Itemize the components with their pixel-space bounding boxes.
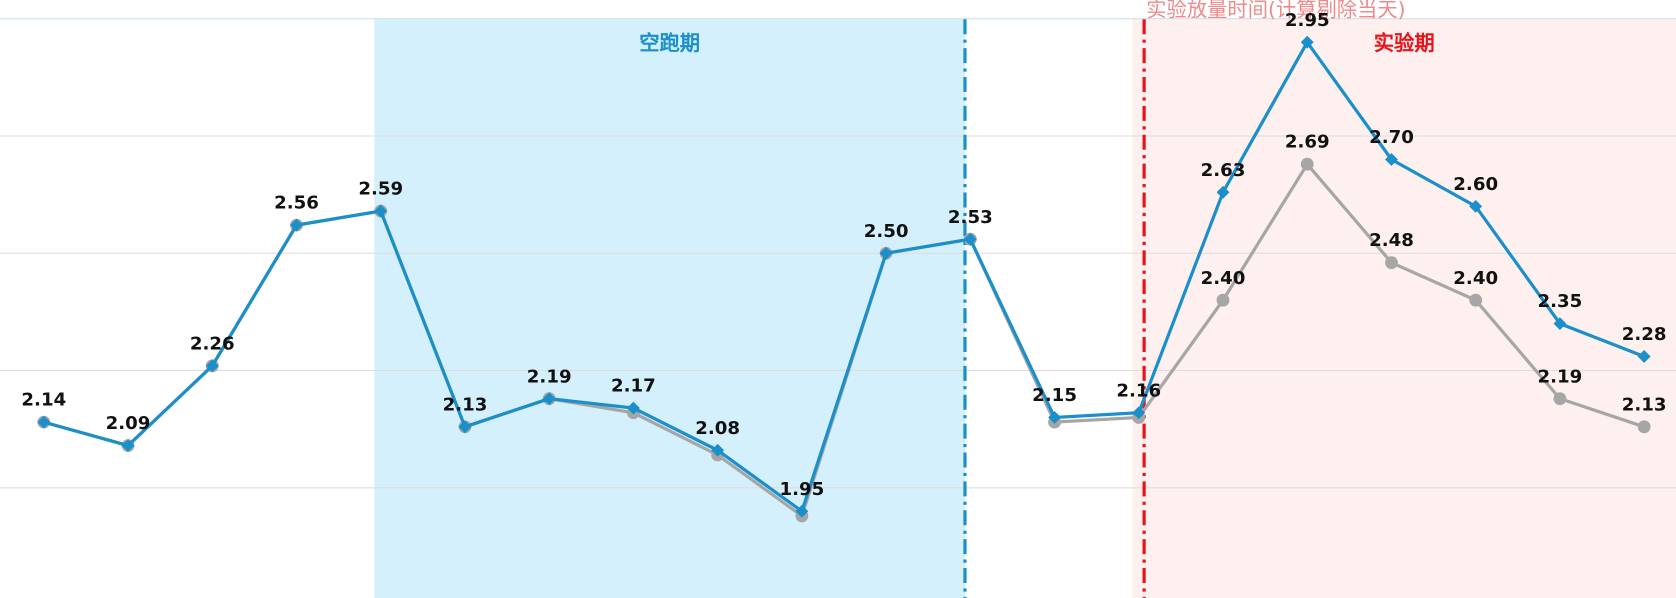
data-label: 2.14 (21, 390, 66, 411)
data-label: 2.40 (1201, 268, 1246, 289)
data-point (1385, 153, 1398, 166)
data-label: 2.40 (1453, 268, 1498, 289)
data-label: 2.59 (358, 179, 403, 200)
data-label: 2.16 (1116, 380, 1161, 401)
data-label: 2.69 (1285, 132, 1330, 153)
data-label: 2.13 (1622, 394, 1667, 415)
data-label: 2.19 (527, 366, 572, 387)
data-label: 2.17 (611, 376, 656, 397)
data-label: 2.95 (1285, 10, 1330, 31)
data-point (1469, 293, 1483, 307)
marker-line-label: 实验放量时间(计算剔除当天) (1146, 0, 1405, 22)
data-point (1469, 199, 1483, 213)
data-point (1300, 35, 1314, 49)
data-label: 2.28 (1622, 324, 1667, 345)
region-label: 空跑期 (639, 31, 700, 55)
data-label: 1.95 (779, 479, 824, 500)
data-point (1553, 392, 1567, 406)
data-label: 2.48 (1369, 230, 1414, 251)
data-point (1637, 350, 1651, 363)
data-point (290, 218, 303, 232)
data-label: 2.15 (1032, 385, 1077, 406)
series-line (43, 39, 1645, 514)
data-point (1637, 420, 1651, 434)
data-label: 2.63 (1201, 160, 1246, 181)
data-point (1385, 256, 1398, 270)
region (374, 19, 965, 598)
data-label: 2.19 (1538, 366, 1583, 387)
data-label: 2.53 (948, 207, 993, 228)
data-label: 2.09 (106, 413, 151, 434)
data-label: 2.35 (1538, 291, 1583, 312)
data-point (121, 439, 135, 452)
region-label: 实验期 (1374, 31, 1435, 55)
data-point (1300, 157, 1314, 171)
data-label: 2.56 (274, 193, 319, 214)
data-point (1553, 317, 1567, 331)
data-point (1132, 406, 1146, 420)
data-point (1216, 185, 1230, 199)
data-point (374, 204, 388, 218)
data-label: 2.26 (190, 333, 235, 354)
data-point (1216, 293, 1230, 307)
data-label: 2.08 (695, 418, 740, 439)
region (1132, 19, 1676, 598)
data-label: 2.13 (443, 394, 488, 415)
data-label: 2.70 (1369, 127, 1414, 148)
data-point (627, 401, 640, 415)
data-label: 2.60 (1453, 174, 1498, 195)
data-label: 2.50 (864, 221, 909, 242)
